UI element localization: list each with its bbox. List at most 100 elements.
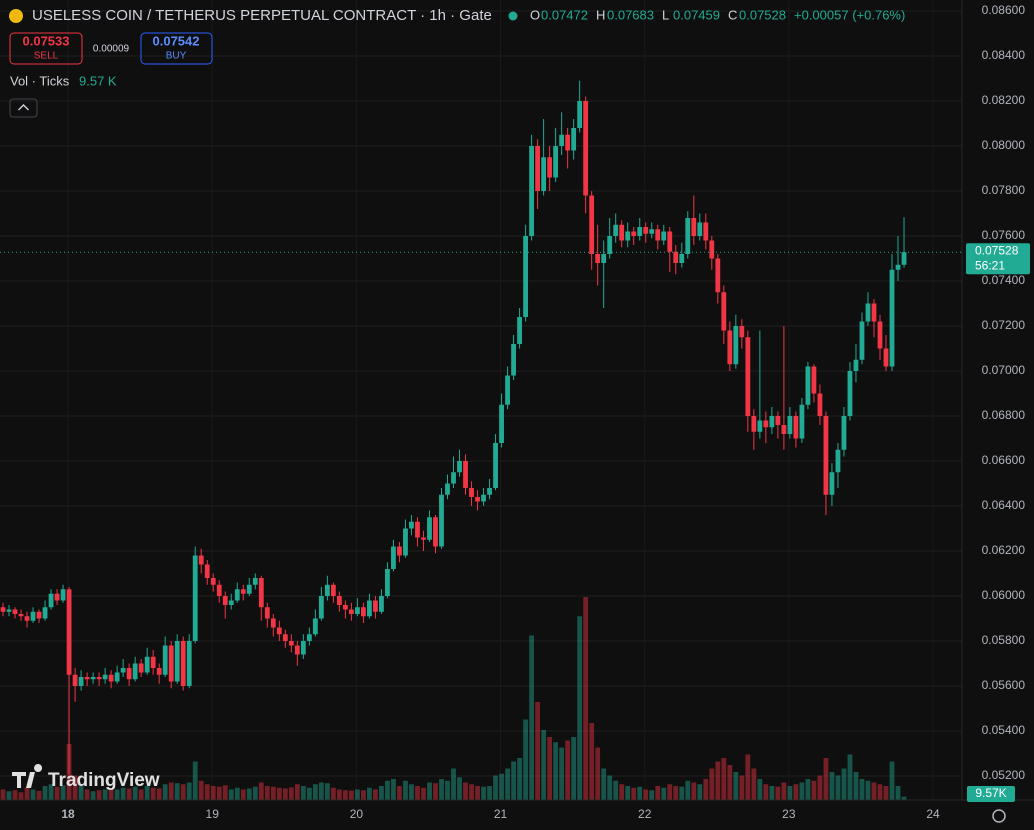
sell-price[interactable]: 0.07533	[23, 33, 70, 48]
volume-bar	[210, 786, 216, 800]
volume-badge	[967, 786, 1015, 802]
volume-bar	[541, 730, 547, 800]
candle-body	[517, 317, 522, 344]
candle-body	[859, 321, 865, 360]
volume-bar	[499, 773, 504, 800]
candle-body	[871, 303, 877, 322]
candle-body	[493, 443, 498, 488]
candle-body	[288, 641, 294, 646]
volume-bar	[487, 786, 492, 800]
x-tick-label: 23	[782, 807, 796, 821]
buy-button[interactable]	[140, 32, 213, 65]
candle-body	[373, 600, 378, 612]
volume-bar	[240, 789, 246, 800]
candle-body	[559, 134, 565, 146]
volume-bar	[769, 786, 775, 800]
candle-body	[727, 330, 733, 365]
y-tick-label: 0.07000	[982, 363, 1026, 377]
volume-bar	[451, 768, 456, 800]
x-tick-label: 18	[61, 807, 75, 821]
candle-body	[691, 218, 697, 236]
candle-body	[901, 252, 907, 265]
candle-body	[757, 420, 763, 432]
volume-bar	[36, 790, 42, 800]
volume-bar	[0, 789, 6, 800]
settings-icon[interactable]	[992, 809, 1006, 823]
sell-button[interactable]	[9, 32, 83, 65]
volume-bar	[511, 761, 516, 800]
candle-body	[847, 371, 853, 416]
candle-body	[126, 668, 132, 680]
volume-bar	[895, 786, 901, 800]
buy-price[interactable]: 0.07542	[153, 33, 200, 48]
candle-body	[709, 240, 715, 259]
volume-bar	[577, 616, 583, 800]
candle-body	[511, 344, 516, 376]
volume-bar	[751, 768, 757, 800]
sell-label[interactable]: SELL	[34, 51, 59, 62]
volume-bar	[757, 779, 763, 800]
candle-body	[769, 416, 775, 428]
candle-body	[427, 517, 432, 540]
buy-label[interactable]: BUY	[166, 51, 187, 62]
volume-bar	[607, 775, 613, 800]
candle-body	[264, 607, 270, 619]
volume-bar	[805, 779, 811, 800]
volume-bar	[348, 790, 354, 800]
volume-bar	[481, 786, 486, 800]
volume-bar	[258, 782, 264, 800]
candle-body	[679, 254, 685, 263]
collapse-icon[interactable]	[18, 104, 29, 111]
y-tick-label: 0.05800	[982, 633, 1026, 647]
volume-bar	[793, 784, 799, 800]
candle-body	[54, 593, 60, 601]
volume-bar	[715, 761, 721, 800]
collapse-button[interactable]	[9, 98, 38, 118]
volume-bar	[138, 789, 144, 800]
x-tick-label: 20	[350, 807, 364, 821]
candle-body	[439, 494, 444, 547]
logo-icon	[12, 764, 43, 788]
volume-bar	[72, 775, 78, 800]
candle-body	[583, 101, 589, 196]
x-tick-label: 21	[494, 807, 508, 821]
candle-body	[781, 425, 787, 434]
coin-icon	[9, 9, 23, 23]
candle-body	[216, 584, 222, 596]
ohlc-value: 0.07459	[673, 7, 720, 22]
volume-bar	[24, 787, 30, 800]
volume-bar	[649, 790, 655, 800]
volume-bar	[60, 785, 66, 800]
candle-body	[174, 641, 180, 682]
candle-body	[108, 674, 114, 682]
candle-body	[649, 229, 655, 234]
candle-body	[475, 497, 480, 502]
volume-bar	[385, 780, 390, 800]
candle-body	[318, 596, 324, 619]
candle-body	[523, 236, 528, 317]
volume-bar	[703, 779, 709, 800]
candle-body	[793, 416, 799, 439]
volume-bar	[493, 775, 498, 800]
volume-bar	[889, 761, 895, 800]
candle-body	[180, 641, 186, 686]
volume-bar	[727, 765, 733, 800]
volume-bar	[397, 786, 402, 800]
volume-bar	[721, 758, 727, 800]
candle-body	[589, 195, 595, 254]
volume-bar	[691, 782, 697, 800]
y-tick-label: 0.07600	[982, 228, 1026, 242]
volume-bar	[475, 786, 480, 800]
volume-bar	[811, 780, 817, 800]
candle-body	[204, 564, 210, 578]
volume-bar	[373, 789, 378, 800]
ohlc-change: +0.00057 (+0.76%)	[794, 7, 905, 22]
last-price-label: 0.07528	[975, 243, 1019, 257]
volume-bar	[817, 775, 823, 800]
candle-body	[577, 101, 583, 128]
x-tick-label: 24	[926, 807, 940, 821]
volume-bar	[276, 787, 282, 800]
candle-body	[667, 231, 673, 252]
volume-bar	[469, 784, 474, 800]
